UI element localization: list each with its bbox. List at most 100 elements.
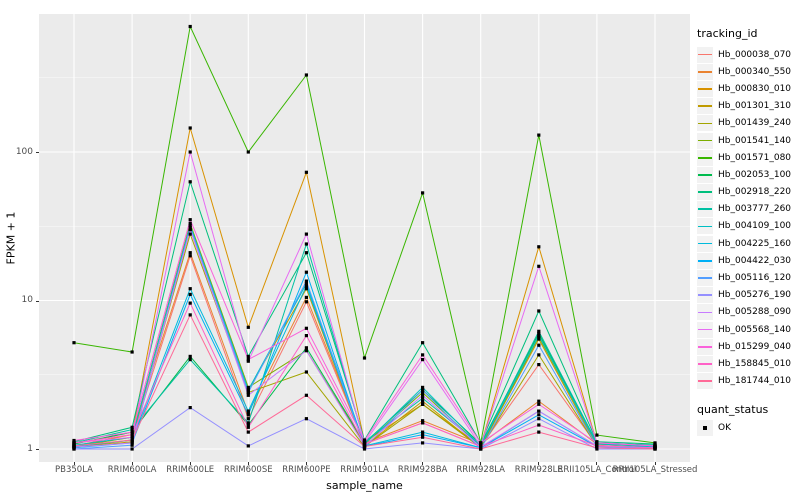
data-point-marker — [304, 300, 308, 304]
data-point-marker — [304, 170, 308, 174]
legend-key-line-swatch — [697, 115, 713, 132]
y-tick-label-1: 1 — [27, 443, 33, 454]
legend-item-Hb_004422_030: Hb_004422_030 — [697, 252, 800, 269]
legend: tracking_id Hb_000038_070 Hb_000340_550 Hb… — [697, 27, 800, 437]
legend-item-Hb_005276_190: Hb_005276_190 — [697, 287, 800, 304]
x-tick-mark — [247, 462, 249, 465]
data-point-marker — [421, 399, 425, 403]
data-point-marker — [188, 251, 192, 255]
data-point-marker — [188, 223, 192, 228]
data-point-marker — [246, 358, 250, 362]
data-point-marker — [246, 430, 250, 434]
legend-line-swatch — [698, 122, 712, 125]
legend-item-Hb_002918_220: Hb_002918_220 — [697, 184, 800, 201]
legend-item-Hb_004225_160: Hb_004225_160 — [697, 235, 800, 252]
y-tick-label-100: 100 — [15, 146, 33, 157]
data-point-marker — [304, 232, 308, 236]
data-point-marker — [188, 287, 192, 291]
data-point-marker — [537, 409, 541, 413]
x-tick-label-RRIM600SE: RRIM600SE — [223, 465, 273, 475]
data-point-marker — [246, 354, 250, 358]
data-point-marker — [304, 279, 308, 283]
data-point-marker — [130, 433, 134, 437]
data-point-marker — [130, 443, 134, 447]
data-point-marker — [246, 444, 250, 448]
data-point-marker — [362, 438, 367, 443]
data-point-marker — [304, 295, 308, 299]
data-point-marker — [130, 447, 134, 451]
legend-item-Hb_000038_070: Hb_000038_070 — [697, 46, 800, 63]
data-point-marker — [130, 435, 134, 439]
data-point-marker — [421, 430, 425, 434]
legend-key-line-swatch — [697, 201, 713, 218]
legend-item-label: OK — [718, 423, 731, 434]
legend-item-label: Hb_001439_240 — [718, 118, 792, 129]
data-point-marker — [537, 423, 541, 427]
legend-key-line-swatch — [697, 149, 713, 166]
data-point-marker — [362, 356, 367, 360]
legend-line-swatch — [698, 260, 712, 262]
data-point-marker — [421, 402, 425, 406]
x-tick-label-RRIM600LA: RRIM600LA — [107, 465, 157, 475]
data-point-marker — [653, 444, 657, 448]
legend-item-Hb_002053_100: Hb_002053_100 — [697, 166, 800, 183]
data-point-marker — [130, 438, 134, 442]
data-point-marker — [304, 73, 308, 77]
data-point-marker — [188, 225, 192, 230]
data-point-marker — [304, 282, 308, 286]
data-point-marker — [188, 150, 192, 154]
data-point-marker — [421, 358, 425, 362]
data-point-marker — [246, 390, 250, 395]
data-point-marker — [421, 353, 425, 357]
legend-line-swatch — [698, 294, 712, 296]
legend-item-label: Hb_005276_190 — [718, 290, 792, 301]
data-point-marker — [595, 444, 599, 448]
data-point-marker — [595, 433, 599, 437]
data-point-marker — [304, 251, 308, 255]
legend-key-line-swatch — [697, 46, 713, 63]
legend-item-Hb_000340_550: Hb_000340_550 — [697, 63, 800, 80]
data-point-marker — [72, 341, 76, 345]
legend-key-line-swatch — [697, 270, 713, 287]
data-point-marker — [304, 242, 308, 246]
data-point-marker — [479, 444, 483, 449]
data-point-marker — [246, 388, 250, 392]
legend-line-swatch — [698, 242, 712, 245]
legend-key-line-swatch — [697, 132, 713, 149]
data-point-marker — [362, 444, 367, 449]
data-point-marker — [72, 441, 76, 445]
x-tick-mark — [480, 462, 482, 465]
legend-line-swatch — [698, 53, 712, 56]
legend-item-quant-OK: OK — [697, 420, 800, 437]
y-axis-title: FPKM + 1 — [4, 211, 18, 265]
x-tick-mark — [596, 462, 598, 465]
legend-line-swatch — [698, 105, 712, 107]
data-point-marker — [421, 191, 425, 195]
x-tick-label-RRIM928LE: RRIM928LE — [514, 465, 563, 475]
data-point-marker — [304, 393, 308, 397]
legend-item-Hb_000830_010: Hb_000830_010 — [697, 80, 800, 97]
data-point-marker — [188, 358, 192, 362]
legend-line-swatch — [698, 363, 712, 365]
data-point-marker — [246, 393, 250, 397]
data-point-marker — [421, 419, 425, 423]
data-point-marker — [421, 396, 425, 400]
data-point-marker — [421, 390, 425, 395]
legend-line-swatch — [698, 88, 712, 90]
legend-item-Hb_158845_010: Hb_158845_010 — [697, 355, 800, 372]
legend-key-line-swatch — [697, 321, 713, 338]
x-tick-mark — [189, 462, 191, 465]
data-point-marker — [246, 385, 250, 389]
legend-item-Hb_003777_260: Hb_003777_260 — [697, 201, 800, 218]
data-point-marker — [246, 417, 250, 421]
data-point-marker — [246, 409, 250, 413]
legend-key-line-swatch — [697, 184, 713, 201]
tracking-id-legend-title: tracking_id — [697, 27, 758, 40]
legend-line-swatch — [698, 277, 712, 279]
data-point-marker — [304, 349, 308, 353]
data-point-marker — [537, 264, 541, 268]
legend-key-line-swatch — [697, 373, 713, 390]
legend-item-Hb_001541_140: Hb_001541_140 — [697, 132, 800, 149]
legend-item-label: Hb_005568_140 — [718, 324, 792, 335]
x-tick-mark — [364, 462, 365, 465]
